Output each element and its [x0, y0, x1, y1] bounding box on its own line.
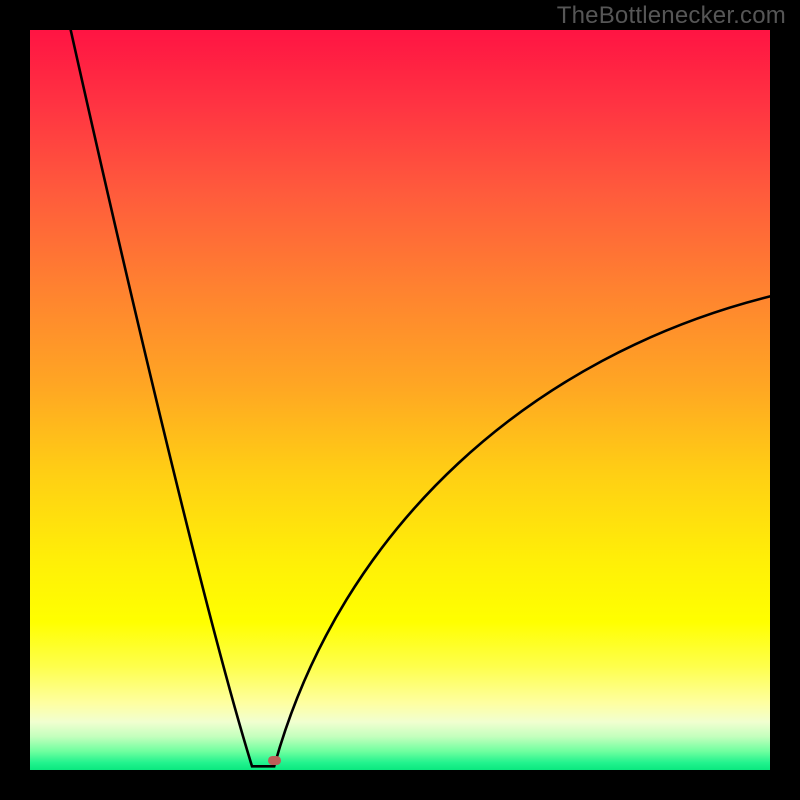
gradient-background [30, 30, 770, 770]
watermark-text: TheBottlenecker.com [557, 2, 786, 30]
chart-frame [0, 0, 800, 800]
chart-stage: TheBottlenecker.com [0, 0, 800, 800]
optimal-point-marker [268, 756, 281, 765]
